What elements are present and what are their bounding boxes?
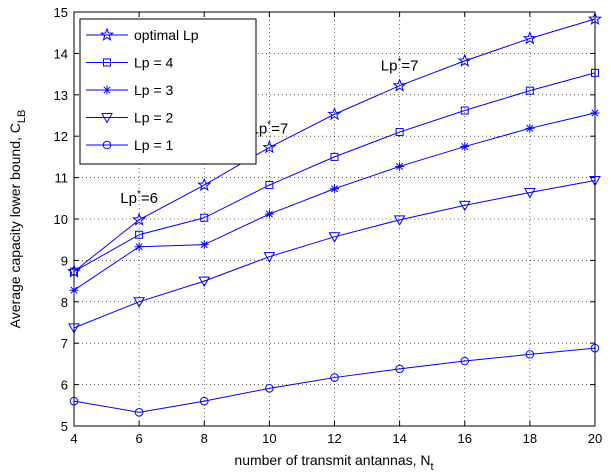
data-point [265, 181, 274, 190]
data-point [393, 215, 406, 226]
data-point [330, 373, 339, 382]
legend-entry: Lp = 2 [86, 110, 174, 126]
legend-entry: optimal Lp [86, 27, 199, 43]
legend-marker [99, 27, 115, 42]
data-point [199, 240, 209, 250]
annotations: Lp*=6Lp*=7Lp*=7 [120, 56, 418, 206]
y-tick-label: 9 [61, 253, 68, 268]
data-point [525, 86, 534, 95]
data-point [264, 209, 274, 219]
x-tick-label: 18 [523, 431, 537, 446]
annotation-label: Lp*=6 [120, 189, 158, 207]
series-line [73, 347, 596, 413]
data-point [457, 53, 472, 67]
series-triangle-down [68, 175, 601, 334]
y-tick-label: 7 [61, 336, 68, 351]
data-point [590, 108, 600, 118]
data-point [265, 384, 274, 393]
data-point [263, 252, 276, 263]
legend-box [79, 18, 257, 165]
data-point [133, 297, 145, 308]
data-point [395, 364, 404, 374]
legend-entry: Lp = 1 [86, 137, 174, 153]
data-point [591, 68, 599, 77]
series-star [66, 11, 603, 278]
series-asterisk [69, 108, 600, 295]
series-line [73, 180, 596, 329]
data-point [200, 213, 209, 222]
y-tick-label: 13 [54, 88, 68, 103]
annotation-label: Lp*=7 [381, 56, 419, 74]
y-axis-label: Average capacity lower bound, CLB [7, 110, 28, 329]
data-point [587, 11, 603, 26]
x-tick-label: 8 [201, 431, 208, 446]
data-point [197, 177, 212, 192]
legend-marker [101, 113, 113, 124]
x-tick-label: 4 [70, 431, 77, 446]
x-tick-label: 20 [588, 431, 602, 446]
data-point [69, 285, 79, 295]
data-point [134, 242, 144, 252]
data-point [330, 152, 339, 161]
x-tick-label: 12 [327, 431, 341, 446]
data-point [590, 343, 600, 353]
data-point [392, 78, 407, 92]
y-tick-label: 12 [54, 129, 68, 144]
y-tick-label: 14 [54, 46, 68, 61]
series-line [73, 72, 596, 273]
data-point [198, 276, 211, 288]
legend-marker [102, 140, 112, 150]
data-point [589, 175, 601, 187]
data-point [460, 142, 470, 152]
axis-ticks: 4 6 8 10 12 14 16 18 20 5 6 7 8 9 10 11 12 13 14 15 [54, 5, 603, 446]
data-point [327, 106, 342, 121]
data-point [524, 188, 536, 199]
y-tick-label: 10 [54, 212, 68, 227]
y-tick-label: 15 [54, 5, 68, 20]
data-point [199, 396, 209, 406]
x-tick-label: 10 [262, 431, 276, 446]
legend-label: Lp = 3 [134, 82, 174, 98]
data-point [330, 184, 339, 194]
data-point [135, 230, 144, 239]
data-point [68, 323, 80, 334]
data-point [70, 267, 78, 276]
legend-label: optimal Lp [134, 27, 199, 43]
data-point [262, 139, 277, 154]
data-point [525, 123, 535, 133]
data-point [69, 396, 79, 406]
y-tick-label: 5 [61, 419, 68, 434]
legend: optimal Lp Lp = 4 Lp = 3 Lp = 2 Lp = 1 [79, 18, 257, 165]
data-point [134, 408, 144, 417]
grid-lines [74, 12, 595, 426]
data-point [460, 356, 470, 366]
series-square [70, 68, 599, 276]
legend-label: Lp = 2 [134, 110, 174, 126]
y-tick-label: 11 [55, 171, 69, 186]
data-point [328, 232, 341, 243]
legend-marker [102, 85, 112, 95]
data-point [395, 128, 404, 137]
x-tick-label: 14 [392, 431, 406, 446]
data-point [458, 200, 471, 212]
legend-label: Lp = 4 [134, 55, 174, 71]
x-tick-label: 16 [458, 431, 472, 446]
series-line [73, 18, 596, 272]
legend-marker [103, 58, 111, 67]
series-circle [69, 343, 600, 417]
legend-label: Lp = 1 [134, 137, 174, 153]
data-point [460, 106, 469, 115]
data-point [522, 31, 537, 45]
legend-entry: Lp = 3 [86, 82, 174, 98]
data-point [132, 212, 147, 226]
x-tick-label: 6 [136, 431, 143, 446]
data-point [395, 161, 405, 171]
y-tick-label: 6 [61, 378, 68, 393]
y-tick-label: 8 [61, 295, 68, 310]
data-series [66, 11, 603, 417]
x-axis-label: number of transmit antannas, Nt [234, 452, 433, 473]
legend-entry: Lp = 4 [86, 55, 174, 71]
data-point [525, 350, 535, 359]
